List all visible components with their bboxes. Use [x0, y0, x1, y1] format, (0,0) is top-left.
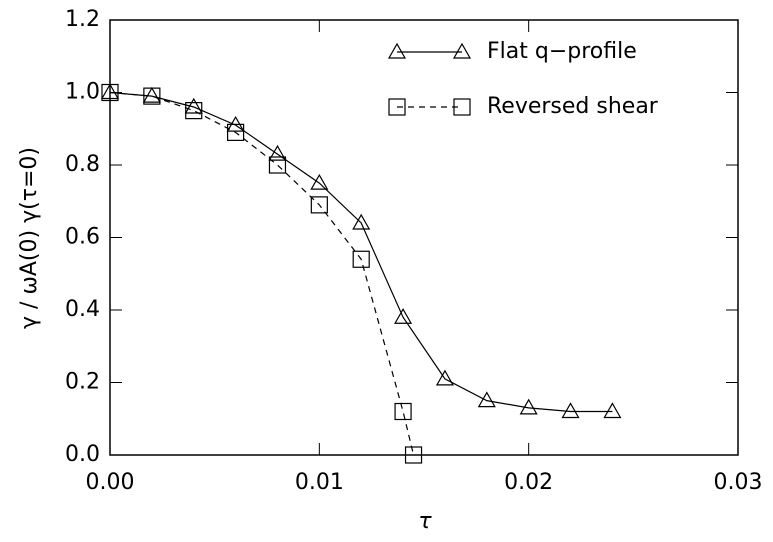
marker	[268, 144, 287, 161]
marker	[100, 83, 120, 100]
x-axis-label: τ	[418, 509, 432, 534]
y-tick-label: 1.2	[65, 7, 100, 32]
marker	[352, 213, 371, 230]
marker	[453, 98, 471, 116]
legend-label: Reversed shear	[487, 94, 659, 119]
marker	[310, 173, 329, 190]
marker	[185, 102, 203, 120]
marker	[477, 391, 496, 408]
marker	[184, 97, 203, 114]
x-tick-label: 0.01	[295, 470, 344, 495]
marker	[561, 402, 580, 419]
y-tick-label: 0.2	[65, 370, 100, 395]
series-line	[109, 91, 613, 413]
marker	[452, 42, 472, 59]
x-tick-label: 0.02	[504, 470, 553, 495]
marker	[268, 156, 287, 174]
marker	[101, 83, 119, 102]
x-tick-label: 0.00	[86, 470, 135, 495]
marker	[394, 308, 413, 324]
legend-label: Flat q−profile	[487, 39, 637, 64]
marker	[404, 446, 423, 464]
marker	[387, 42, 407, 59]
y-tick-label: 1.0	[65, 80, 100, 105]
marker	[394, 402, 412, 421]
y-tick-label: 0.0	[65, 442, 100, 467]
plot-frame	[109, 19, 739, 456]
marker	[143, 87, 161, 105]
series-line	[109, 91, 415, 456]
marker	[352, 250, 370, 268]
x-tick-label: 0.03	[714, 470, 763, 495]
y-tick-label: 0.6	[65, 225, 100, 250]
marker	[310, 196, 328, 214]
marker	[603, 402, 622, 419]
marker	[519, 398, 538, 415]
marker	[142, 86, 161, 103]
y-tick-label: 0.8	[65, 152, 100, 177]
marker	[435, 369, 454, 386]
y-axis-label: γ / ωA(0) γ(τ=0)	[17, 147, 42, 329]
y-tick-label: 0.4	[65, 297, 100, 322]
marker	[227, 123, 245, 141]
marker	[388, 98, 406, 116]
